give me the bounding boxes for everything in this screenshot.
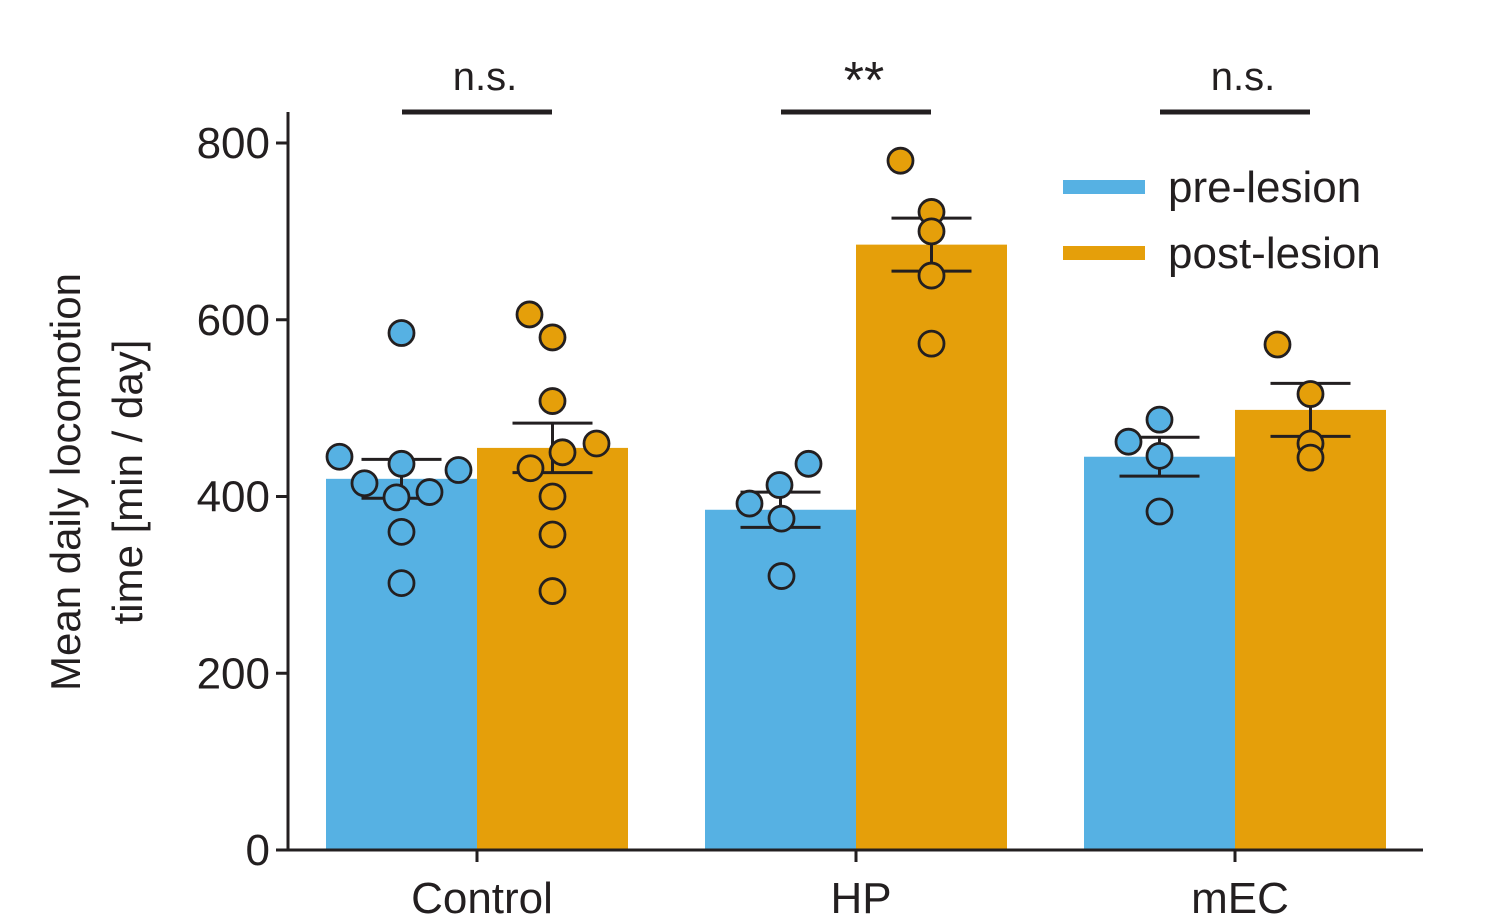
legend-label-pre-lesion: pre-lesion <box>1168 163 1361 212</box>
y-tick-label-200: 200 <box>197 649 270 698</box>
data-point-hp-pre-lesion <box>767 504 796 533</box>
data-point-control-post-lesion <box>538 577 567 605</box>
data-point-mec-pre-lesion <box>1114 427 1143 456</box>
data-point-mec-post-lesion <box>1296 380 1325 408</box>
y-tick-label-800: 800 <box>197 119 270 168</box>
data-point-control-post-lesion <box>548 438 577 467</box>
data-point-control-pre-lesion <box>325 442 354 471</box>
data-point-hp-post-lesion <box>917 261 946 290</box>
data-point-control-post-lesion <box>538 323 567 352</box>
significance-label-mec: n.s. <box>1211 55 1275 99</box>
data-point-control-pre-lesion <box>387 517 416 546</box>
data-point-control-pre-lesion <box>387 449 416 478</box>
y-axis-label: Mean daily locomotion time [min / day] <box>42 273 151 691</box>
legend: pre-lesion post-lesion <box>1063 163 1381 278</box>
data-point-control-post-lesion <box>538 387 567 415</box>
data-point-control-pre-lesion <box>444 456 473 484</box>
axes-layer: 0 200 400 600 800 Control HP mEC <box>197 112 1423 920</box>
data-point-control-pre-lesion <box>387 569 416 598</box>
data-point-hp-pre-lesion <box>767 562 796 590</box>
data-point-mec-post-lesion <box>1263 330 1292 359</box>
data-points-layer <box>325 146 1325 605</box>
bar-control-post-lesion <box>477 447 628 850</box>
significance-label-control: n.s. <box>453 55 517 99</box>
data-point-control-post-lesion <box>515 300 544 329</box>
data-point-hp-post-lesion <box>917 217 946 246</box>
data-point-hp-post-lesion <box>917 329 946 358</box>
significance-layer: n.s. ** n.s. <box>402 52 1310 115</box>
x-tick-label-mec: mEC <box>1191 874 1289 920</box>
data-point-control-pre-lesion <box>415 478 444 506</box>
y-tick-label-0: 0 <box>246 826 270 875</box>
data-point-mec-pre-lesion <box>1145 441 1174 470</box>
data-point-control-post-lesion <box>538 520 567 549</box>
data-point-hp-pre-lesion <box>765 471 794 499</box>
data-point-control-post-lesion <box>516 454 545 483</box>
data-point-control-pre-lesion <box>387 319 416 347</box>
bars-layer <box>326 244 1386 851</box>
legend-label-post-lesion: post-lesion <box>1168 229 1381 278</box>
data-point-hp-pre-lesion <box>735 489 764 518</box>
data-point-control-post-lesion <box>538 482 567 511</box>
bar-mec-post-lesion <box>1235 409 1386 850</box>
x-tick-label-control: Control <box>411 874 553 920</box>
data-point-control-post-lesion <box>582 429 611 458</box>
data-point-hp-post-lesion <box>886 146 915 175</box>
data-point-mec-pre-lesion <box>1145 405 1174 434</box>
bar-hp-pre-lesion <box>705 509 856 850</box>
data-point-mec-pre-lesion <box>1145 497 1174 526</box>
y-tick-label-400: 400 <box>197 473 270 522</box>
significance-label-hp: ** <box>844 52 884 110</box>
legend-swatch-pre-lesion <box>1063 180 1145 194</box>
data-point-mec-post-lesion <box>1296 443 1325 472</box>
y-axis-label-line-2: time [min / day] <box>104 340 151 625</box>
data-point-control-pre-lesion <box>350 469 379 498</box>
legend-swatch-post-lesion <box>1063 246 1145 260</box>
y-tick-label-600: 600 <box>197 296 270 345</box>
x-tick-label-hp: HP <box>830 874 891 920</box>
data-point-control-pre-lesion <box>382 483 411 512</box>
y-axis-label-line-1: Mean daily locomotion <box>42 273 89 691</box>
data-point-hp-pre-lesion <box>794 449 823 478</box>
